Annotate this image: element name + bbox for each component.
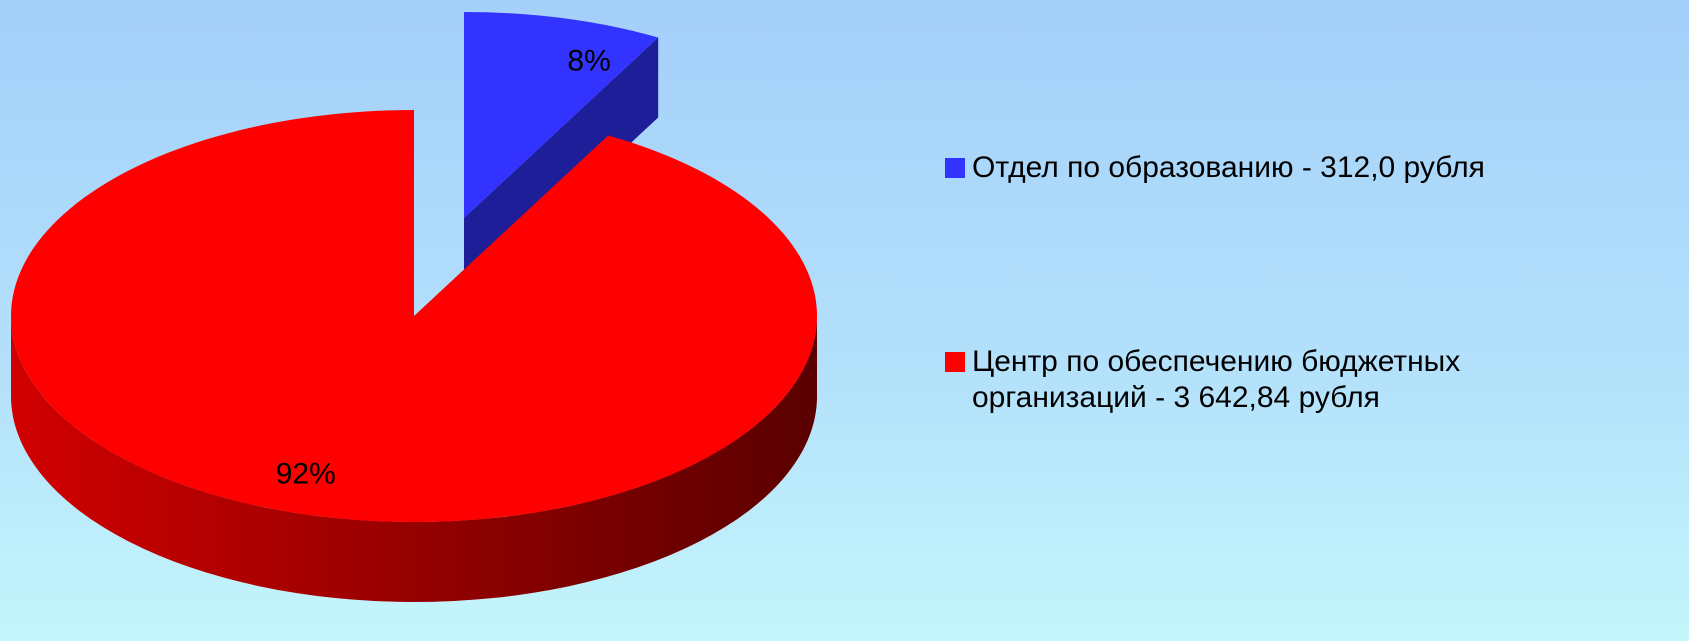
legend-label: Центр по обеспечению бюджетных организац… bbox=[972, 345, 1461, 414]
legend-swatch bbox=[945, 158, 965, 178]
data-label: 8% bbox=[567, 44, 610, 77]
legend-item: Отдел по образованию - 312,0 рубля bbox=[945, 150, 1485, 186]
data-label: 92% bbox=[276, 458, 336, 491]
slice bbox=[464, 12, 659, 218]
legend-label: Отдел по образованию - 312,0 рубля bbox=[972, 151, 1485, 184]
slice-side-shade bbox=[11, 316, 817, 602]
legend-item: Центр по обеспечению бюджетных организац… bbox=[945, 344, 1572, 416]
legend-swatch bbox=[945, 352, 965, 372]
slice bbox=[10, 110, 818, 522]
